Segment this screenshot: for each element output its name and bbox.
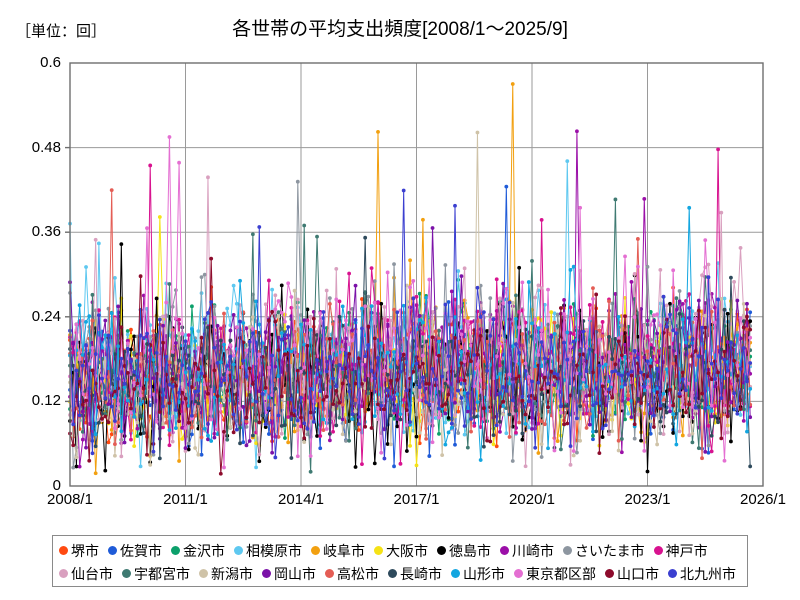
y-tick-label: 0.6 xyxy=(40,54,61,71)
legend-item-山口市[interactable]: 山口市 xyxy=(605,567,659,581)
legend-label: 大阪市 xyxy=(386,542,428,559)
x-tick-label: 2008/1 xyxy=(47,491,93,508)
legend-item-堺市[interactable]: 堺市 xyxy=(59,544,99,558)
legend-color-dot-icon xyxy=(500,546,509,555)
legend-item-北九州市[interactable]: 北九州市 xyxy=(668,567,736,581)
legend-label: 新潟市 xyxy=(211,565,253,582)
legend-color-dot-icon xyxy=(199,569,208,578)
y-tick-label: 0.12 xyxy=(31,392,61,410)
legend-item-川崎市[interactable]: 川崎市 xyxy=(500,544,554,558)
legend-label: 相模原市 xyxy=(246,542,302,559)
legend-label: 神戸市 xyxy=(665,542,708,559)
legend-color-dot-icon xyxy=(563,546,572,555)
legend-color-dot-icon xyxy=(605,569,614,578)
legend-item-神戸市[interactable]: 神戸市 xyxy=(653,542,708,559)
chart-axis-frame xyxy=(65,62,764,487)
legend-label: 北九州市 xyxy=(680,565,736,582)
y-tick-label: 0.36 xyxy=(31,223,61,241)
legend-row-1: 堺市 佐賀市 金沢市 相模原市 岐阜市 大阪市 徳島市 川崎市 さいたま市 神戸市 xyxy=(59,539,743,562)
legend-color-dot-icon xyxy=(171,546,180,555)
legend-item-さいたま市[interactable]: さいたま市 xyxy=(563,544,645,558)
legend-label: 堺市 xyxy=(71,542,99,559)
legend-color-dot-icon xyxy=(514,569,523,578)
legend-color-dot-icon xyxy=(668,569,677,578)
legend-color-dot-icon xyxy=(59,546,68,555)
legend-color-dot-icon xyxy=(122,569,131,578)
legend-label: 岡山市 xyxy=(274,565,316,582)
chart-legend: 堺市 佐賀市 金沢市 相模原市 岐阜市 大阪市 徳島市 川崎市 さいたま市 神戸市 仙台市 宇都宮市… xyxy=(52,535,748,587)
chart-series-group xyxy=(68,82,753,476)
legend-label: さいたま市 xyxy=(575,542,645,559)
legend-item-徳島市[interactable]: 徳島市 xyxy=(437,544,491,558)
legend-item-岡山市[interactable]: 岡山市 xyxy=(262,567,316,581)
legend-item-長崎市[interactable]: 長崎市 xyxy=(388,567,442,581)
legend-item-東京都区部[interactable]: 東京都区部 xyxy=(514,567,596,581)
legend-color-dot-icon xyxy=(374,546,383,555)
x-tick-label: 2026/1 xyxy=(740,491,786,508)
x-tick-label: 2014/1 xyxy=(278,491,324,508)
legend-item-岐阜市[interactable]: 岐阜市 xyxy=(311,544,365,558)
legend-item-高松市[interactable]: 高松市 xyxy=(325,567,379,581)
legend-item-宇都宮市[interactable]: 宇都宮市 xyxy=(122,567,190,581)
legend-color-dot-icon xyxy=(311,546,320,555)
legend-label: 山形市 xyxy=(463,565,505,582)
x-tick-label: 2023/1 xyxy=(624,491,671,508)
legend-label: 長崎市 xyxy=(400,565,442,582)
legend-label: 山口市 xyxy=(617,565,659,582)
legend-color-dot-icon xyxy=(108,546,117,555)
legend-label: 岐阜市 xyxy=(323,542,365,559)
chart-series xyxy=(68,256,753,476)
legend-label: 川崎市 xyxy=(512,542,554,559)
legend-label: 東京都区部 xyxy=(526,565,596,582)
legend-color-dot-icon xyxy=(262,569,271,578)
unit-label: ［単位：回］ xyxy=(16,23,107,40)
legend-color-dot-icon xyxy=(388,569,397,578)
legend-item-山形市[interactable]: 山形市 xyxy=(451,567,505,581)
legend-label: 金沢市 xyxy=(183,542,225,559)
legend-color-dot-icon xyxy=(59,569,68,578)
legend-item-佐賀市[interactable]: 佐賀市 xyxy=(108,544,162,558)
legend-item-大阪市[interactable]: 大阪市 xyxy=(374,544,428,558)
legend-item-相模原市[interactable]: 相模原市 xyxy=(234,544,302,558)
legend-item-仙台市[interactable]: 仙台市 xyxy=(59,567,113,581)
legend-label: 仙台市 xyxy=(71,565,113,582)
legend-item-金沢市[interactable]: 金沢市 xyxy=(171,544,225,558)
legend-item-新潟市[interactable]: 新潟市 xyxy=(199,567,253,581)
legend-color-dot-icon xyxy=(653,546,663,555)
x-tick-label: 2017/1 xyxy=(393,491,440,508)
chart-series xyxy=(68,188,753,461)
legend-color-dot-icon xyxy=(325,569,334,578)
legend-label: 高松市 xyxy=(337,565,379,582)
x-tick-label: 2011/1 xyxy=(163,491,208,508)
legend-row-2: 仙台市 宇都宮市 新潟市 岡山市 高松市 長崎市 山形市 東京都区部 山口市 北九州市 xyxy=(59,562,743,585)
y-tick-label: 0.24 xyxy=(31,307,61,325)
chart-title: 各世帯の平均支出頻度[2008/1～2025/9] xyxy=(232,19,568,40)
y-tick-label: 0 xyxy=(52,477,61,494)
x-tick-label: 2020/1 xyxy=(509,491,555,508)
legend-color-dot-icon xyxy=(451,569,460,578)
legend-color-dot-icon xyxy=(234,546,243,555)
y-tick-label: 0.48 xyxy=(31,138,61,156)
legend-color-dot-icon xyxy=(437,546,446,555)
legend-label: 宇都宮市 xyxy=(134,565,190,582)
legend-label: 徳島市 xyxy=(449,542,491,559)
legend-label: 佐賀市 xyxy=(120,542,162,559)
